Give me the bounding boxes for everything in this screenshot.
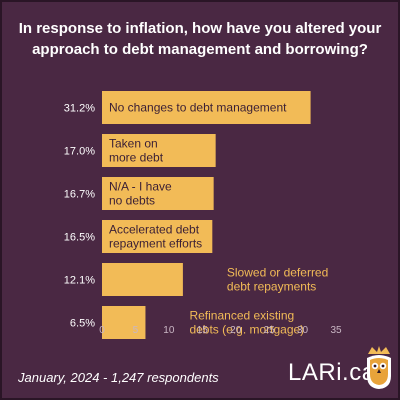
category-label-3: Accelerated debt repayment efforts [109, 223, 202, 251]
value-label-2: 16.7% [64, 189, 95, 201]
value-label-4: 12.1% [64, 275, 95, 287]
x-tick-2: 10 [163, 325, 175, 336]
x-tick-4: 20 [230, 325, 242, 336]
category-label-0: No changes to debt management [109, 101, 287, 115]
bar-3 [102, 220, 213, 253]
category-label-1: Taken on more debt [109, 137, 164, 165]
bar-2 [102, 177, 214, 210]
bar-1 [102, 134, 216, 167]
category-label-2: N/A - I have no debts [109, 180, 172, 208]
category-label-4: Slowed or deferred debt repayments [227, 266, 328, 294]
x-tick-6: 30 [297, 325, 309, 336]
x-tick-0: 0 [99, 325, 105, 336]
x-tick-3: 15 [197, 325, 209, 336]
x-tick-5: 25 [264, 325, 276, 336]
brand-logo: LARi.ca [288, 359, 376, 386]
bar-0 [102, 91, 311, 124]
footer-note: January, 2024 - 1,247 respondents [18, 370, 219, 385]
x-tick-1: 5 [133, 325, 139, 336]
category-label-5: Refinanced existing debts (e.g. mortgage) [189, 309, 304, 337]
bar-5 [102, 306, 146, 339]
bar-4 [102, 263, 183, 296]
value-label-1: 17.0% [64, 146, 95, 158]
value-label-0: 31.2% [64, 103, 95, 115]
chart-title: In response to inflation, how have you a… [18, 20, 382, 58]
owl-logo-icon [367, 346, 391, 389]
x-tick-7: 35 [330, 325, 342, 336]
value-label-3: 16.5% [64, 232, 95, 244]
value-label-5: 6.5% [70, 318, 95, 330]
